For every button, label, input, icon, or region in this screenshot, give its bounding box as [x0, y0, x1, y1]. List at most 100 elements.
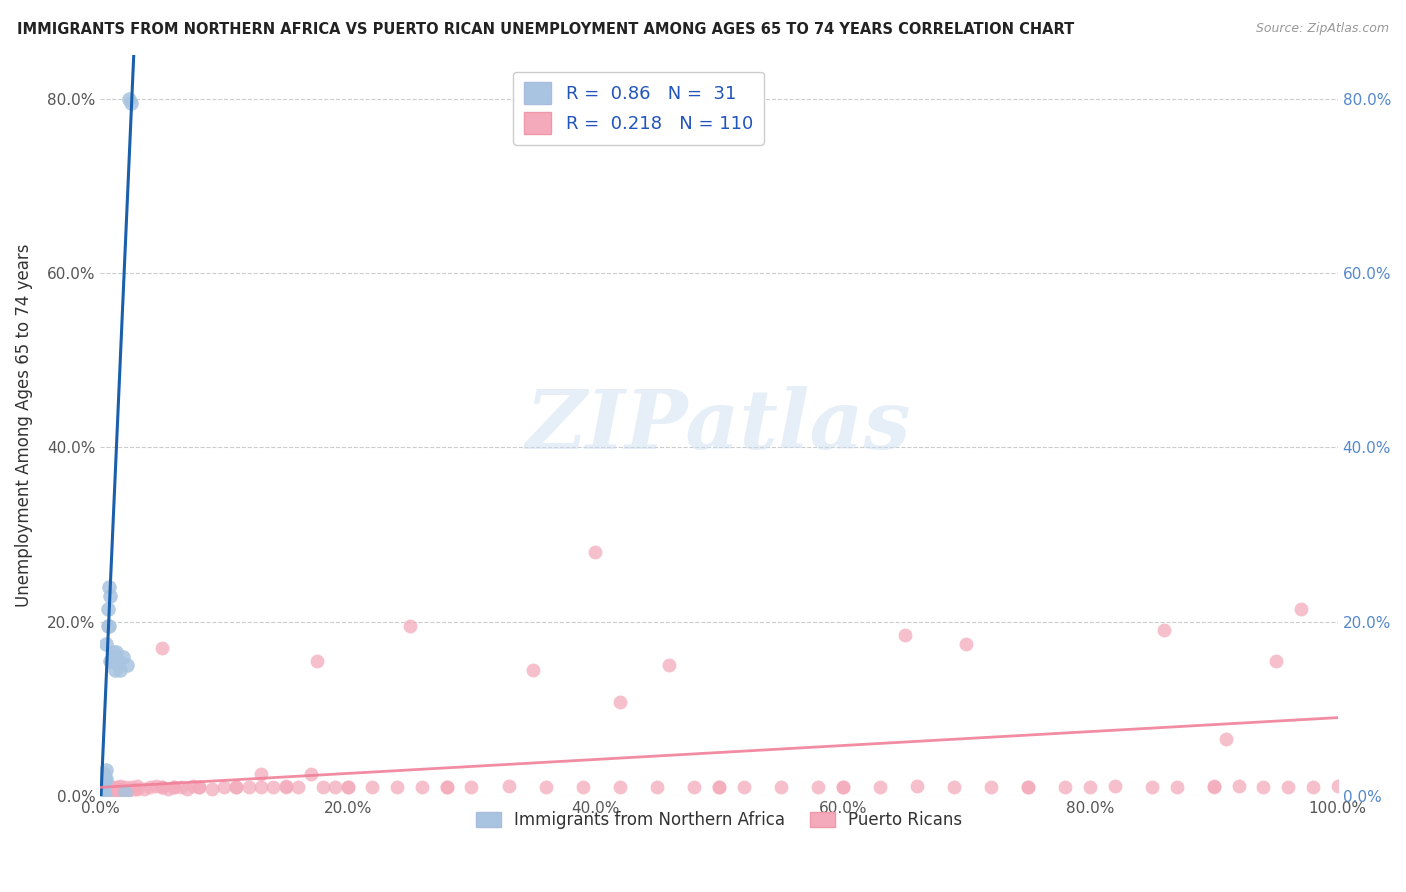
Point	[127, 782, 149, 797]
Point	[100, 654, 122, 668]
Point	[97, 601, 120, 615]
Point	[498, 779, 520, 793]
Point	[1017, 780, 1039, 795]
Point	[274, 780, 297, 795]
Point	[1215, 732, 1237, 747]
Point	[572, 780, 595, 795]
Point	[111, 785, 134, 799]
Point	[103, 785, 125, 799]
Point	[96, 772, 118, 786]
Point	[105, 645, 128, 659]
Point	[97, 580, 120, 594]
Point	[645, 780, 668, 795]
Point	[181, 779, 204, 793]
Point	[1078, 780, 1101, 795]
Point	[905, 779, 928, 793]
Point	[103, 649, 125, 664]
Point	[831, 780, 853, 795]
Point	[436, 780, 458, 795]
Point	[104, 782, 127, 797]
Point	[124, 782, 146, 797]
Point	[733, 780, 755, 795]
Point	[132, 782, 155, 797]
Point	[91, 782, 114, 797]
Point	[150, 640, 173, 655]
Point	[97, 789, 120, 803]
Point	[90, 785, 112, 799]
Point	[117, 658, 139, 673]
Point	[114, 780, 136, 795]
Point	[188, 780, 211, 795]
Point	[707, 780, 730, 795]
Point	[250, 780, 273, 795]
Point	[1202, 779, 1225, 793]
Point	[1289, 601, 1312, 615]
Point	[97, 619, 120, 633]
Point	[1227, 779, 1250, 793]
Text: ZIPatlas: ZIPatlas	[526, 385, 911, 466]
Point	[893, 628, 915, 642]
Point	[91, 785, 114, 799]
Point	[287, 780, 309, 795]
Point	[609, 695, 631, 709]
Point	[225, 780, 247, 795]
Point	[305, 654, 328, 668]
Point	[90, 789, 112, 803]
Point	[107, 780, 129, 795]
Point	[93, 767, 115, 781]
Point	[100, 789, 122, 803]
Point	[114, 785, 136, 799]
Point	[150, 780, 173, 795]
Point	[583, 545, 606, 559]
Point	[108, 782, 131, 797]
Point	[97, 785, 120, 799]
Point	[94, 772, 117, 786]
Point	[522, 663, 544, 677]
Point	[98, 785, 121, 799]
Point	[325, 780, 347, 795]
Point	[96, 763, 118, 777]
Y-axis label: Unemployment Among Ages 65 to 74 years: Unemployment Among Ages 65 to 74 years	[15, 244, 32, 607]
Point	[97, 780, 120, 795]
Point	[93, 776, 115, 790]
Point	[96, 785, 118, 799]
Point	[150, 780, 173, 795]
Point	[163, 780, 186, 795]
Point	[96, 636, 118, 650]
Point	[93, 785, 115, 799]
Point	[93, 782, 115, 797]
Point	[101, 780, 124, 795]
Point	[534, 780, 557, 795]
Point	[117, 785, 139, 799]
Point	[312, 780, 335, 795]
Point	[157, 782, 180, 797]
Point	[980, 780, 1002, 795]
Point	[609, 780, 631, 795]
Point	[336, 780, 359, 795]
Point	[188, 780, 211, 795]
Text: IMMIGRANTS FROM NORTHERN AFRICA VS PUERTO RICAN UNEMPLOYMENT AMONG AGES 65 TO 74: IMMIGRANTS FROM NORTHERN AFRICA VS PUERT…	[17, 22, 1074, 37]
Point	[1253, 780, 1275, 795]
Point	[1277, 780, 1299, 795]
Point	[170, 780, 193, 795]
Point	[238, 780, 260, 795]
Point	[955, 636, 977, 650]
Point	[108, 654, 131, 668]
Point	[1104, 779, 1126, 793]
Point	[98, 589, 121, 603]
Point	[943, 780, 966, 795]
Point	[831, 780, 853, 795]
Point	[263, 780, 285, 795]
Point	[274, 779, 297, 793]
Point	[118, 92, 141, 106]
Point	[98, 780, 121, 795]
Point	[1140, 780, 1163, 795]
Point	[101, 785, 124, 799]
Point	[90, 785, 112, 799]
Point	[769, 780, 792, 795]
Point	[869, 780, 891, 795]
Point	[807, 780, 830, 795]
Point	[1153, 624, 1175, 638]
Point	[250, 767, 273, 781]
Point	[201, 782, 224, 797]
